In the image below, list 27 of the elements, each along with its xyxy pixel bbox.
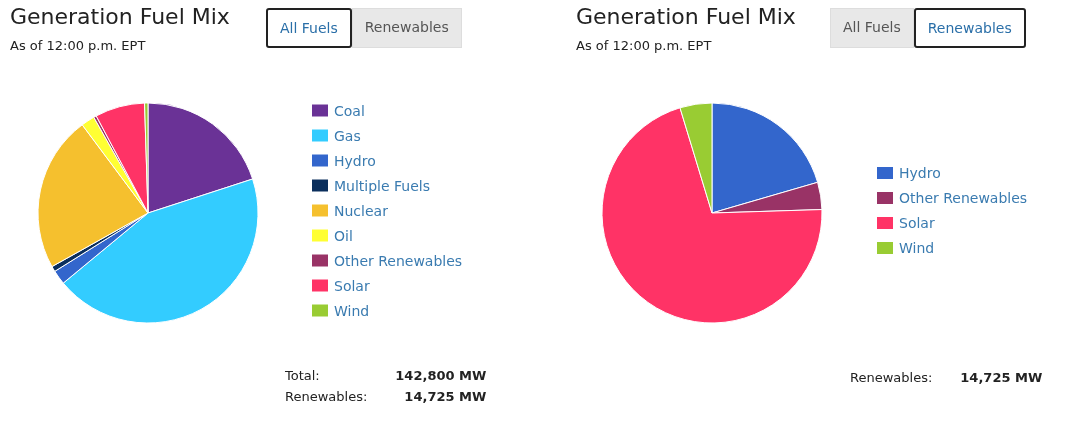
text: 142,800 MW [395, 368, 487, 383]
legend-label: Solar [899, 215, 935, 231]
text: Renewables [351, 8, 462, 48]
text: Renewables: [850, 370, 933, 385]
text: Total: [285, 368, 321, 383]
legend-label: Hydro [899, 165, 941, 181]
text: Renewables: [285, 389, 368, 404]
chart-title: Generation Fuel Mix [576, 4, 796, 29]
text: Renewables [913, 8, 1026, 48]
legend-label: Multiple Fuels [334, 177, 431, 194]
legend-label: Gas [334, 127, 361, 144]
legend-label: Oil [334, 227, 353, 244]
legend-label: Other Renewables [334, 252, 463, 269]
text: 14,725 MW [403, 389, 487, 404]
legend-label: Wind [334, 302, 370, 319]
legend-label: Other Renewables [899, 190, 1028, 206]
chart-subtitle: As of 12:00 p.m. EPT [10, 38, 146, 53]
text: All Fuels [830, 8, 914, 48]
text: All Fuels [266, 8, 352, 48]
legend-label: Coal [334, 102, 365, 119]
legend-label: Solar [334, 277, 370, 294]
chart-subtitle: As of 12:00 p.m. EPT [576, 38, 712, 53]
legend-label: Hydro [334, 152, 376, 169]
legend-label: Nuclear [334, 202, 389, 219]
text: 14,725 MW [960, 370, 1043, 385]
legend-label: Wind [899, 240, 935, 256]
chart-title: Generation Fuel Mix [10, 4, 230, 29]
